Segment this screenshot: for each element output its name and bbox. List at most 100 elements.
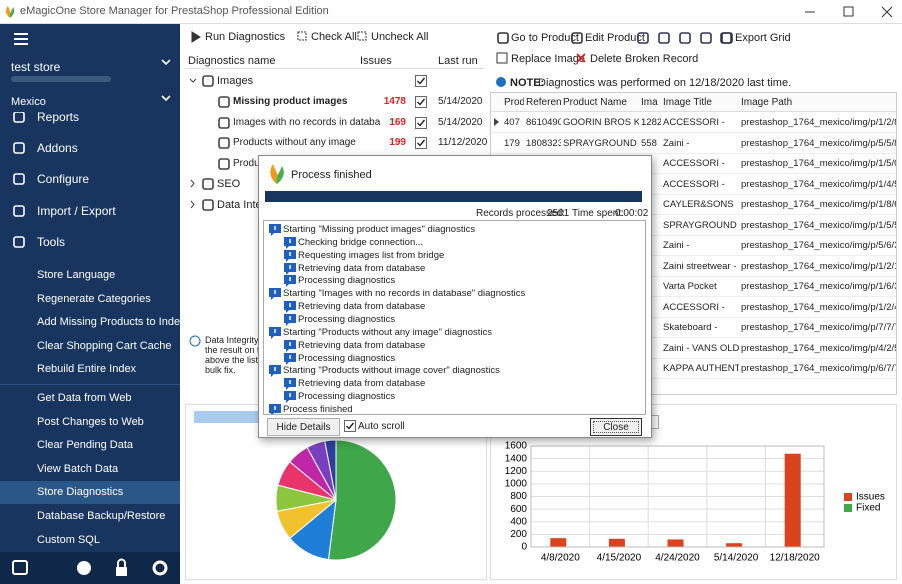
tool-item[interactable]: Get Data from Web — [0, 387, 180, 410]
menu-button[interactable] — [13, 32, 29, 46]
expander-arrow — [190, 180, 195, 188]
pie-slice — [324, 439, 337, 501]
auto-scroll-label[interactable]: Auto scroll — [358, 421, 405, 432]
row-indicator — [494, 118, 499, 126]
toolbar-button[interactable]: Delete Broken Record — [590, 53, 699, 65]
icon-shape — [637, 32, 649, 44]
icon — [658, 32, 670, 44]
hide-details-button[interactable]: Hide Details — [267, 418, 340, 436]
icon — [269, 288, 281, 301]
tool-item[interactable]: Rebuild Entire Index — [0, 358, 180, 381]
tool-item[interactable]: Add Missing Products to Index — [0, 311, 186, 334]
tool-item[interactable]: Store Diagnostics — [0, 481, 180, 505]
menu-item[interactable]: Tools — [37, 235, 66, 249]
grid-row-line — [491, 357, 896, 359]
diagnostic-name[interactable]: Missing product images — [233, 96, 348, 107]
toolbar-button[interactable]: Replace Image — [511, 53, 585, 65]
menu-item[interactable]: Import / Export — [37, 204, 116, 218]
grid-row-line — [491, 316, 896, 318]
diagnostic-name[interactable]: Products without any image — [233, 137, 356, 149]
y-tick-label: 1600 — [505, 441, 528, 452]
message-mark — [289, 341, 291, 346]
bar — [608, 538, 625, 547]
toolbar-button[interactable]: Check All — [311, 31, 357, 43]
window-controls[interactable] — [800, 4, 900, 20]
y-tick-label: 1000 — [505, 479, 528, 490]
message-mark — [289, 303, 291, 308]
icon-shape — [497, 32, 509, 44]
y-tick-label: 800 — [510, 491, 527, 502]
expander — [190, 201, 195, 209]
menu-item[interactable]: Reports — [37, 110, 80, 124]
log-line: Starting "Missing product images" diagno… — [283, 224, 476, 235]
tool-item[interactable]: Post Changes to Web — [0, 411, 180, 434]
tool-item[interactable]: Custom SQL — [0, 529, 180, 552]
title-bar: eMagicOne Store Manager for PrestaShop P… — [0, 0, 902, 24]
bar — [726, 543, 743, 547]
icon-shape — [202, 178, 214, 191]
menu-item[interactable]: Configure — [37, 172, 90, 186]
progress-bar — [265, 191, 642, 202]
icon — [269, 326, 281, 339]
group-name[interactable]: SEO — [217, 178, 241, 191]
icon-shape — [218, 157, 230, 170]
issues-count: 1478 — [383, 96, 406, 107]
grid-cell: prestashop_1764_mexico/img/p/1/4/5/8/1 — [741, 178, 896, 190]
icon — [269, 403, 281, 414]
bar — [784, 453, 801, 547]
grid-cell: 1282 — [641, 117, 661, 128]
dialog-icon — [270, 164, 284, 184]
tool-item[interactable]: View Batch Data — [0, 458, 180, 481]
grid-cell: prestashop_1764_mexico/img/p/6/7/7/67 — [741, 363, 896, 374]
tool-label: Custom SQL — [37, 533, 100, 546]
message-mark — [289, 264, 291, 269]
grid-cell: ACCESSORI - — [663, 117, 725, 128]
tool-item[interactable]: Regenerate Categories — [0, 288, 180, 311]
window-title: eMagicOne Store Manager for PrestaShop P… — [20, 5, 329, 17]
toolbar-button[interactable]: Go to Product — [511, 32, 579, 44]
icon-shape — [218, 116, 230, 129]
toolbar-button[interactable]: Edit Product — [585, 32, 645, 44]
icon — [284, 352, 296, 365]
diagnostic-name[interactable]: Images with no records in databa — [233, 116, 381, 128]
grid-cell: CAYLER&SONS — [663, 199, 734, 210]
column-header: Referen — [526, 97, 561, 108]
grid-cell: prestashop_1764_mexico/img/p/1/6/3/8/1 — [741, 281, 896, 292]
message-mark — [289, 393, 291, 398]
tool-item[interactable]: Database Backup/Restore — [0, 505, 180, 528]
checkmark — [417, 119, 426, 127]
log-line: Starting "Products without image cover" … — [283, 365, 500, 377]
tool-label: Get Data from Web — [37, 392, 132, 404]
grid-cell: Skateboard - — [663, 322, 718, 333]
diagnostic-name[interactable]: Produc — [233, 157, 265, 169]
tool-item[interactable]: Clear Shopping Cart Cache — [0, 335, 180, 358]
tool-item[interactable]: Clear Pending Data — [0, 434, 180, 457]
records-label: Records processed: — [476, 208, 565, 219]
icon-shape — [218, 137, 230, 149]
icon-shape — [13, 205, 25, 217]
group-name[interactable]: Images — [217, 75, 254, 87]
icon — [202, 75, 214, 87]
icon-shape — [571, 32, 583, 44]
toolbar-button[interactable]: Export Grid — [735, 32, 791, 44]
log-line: Processing diagnostics — [298, 391, 396, 403]
chevron — [161, 95, 171, 102]
tool-item[interactable]: Store Language — [0, 264, 180, 287]
info-text: the result on t — [205, 345, 260, 355]
message-mark — [274, 328, 276, 333]
menu-item[interactable]: Addons — [37, 141, 78, 155]
toolbar-button[interactable]: Run Diagnostics — [205, 31, 286, 43]
toolbar-button[interactable]: Uncheck All — [371, 31, 429, 43]
language-bar — [0, 90, 180, 112]
tool-label: Add Missing Products to Index — [37, 316, 186, 329]
icon-shape — [218, 96, 230, 108]
icon — [284, 378, 296, 391]
grid-cell: prestashop_1764_mexico/img/p/5/5/8/55 — [741, 137, 896, 149]
footer-icons[interactable] — [0, 552, 180, 584]
close-button[interactable]: Close — [590, 418, 642, 436]
grid-cell: ACCESSORI - — [663, 178, 725, 190]
log-line: Starting "Products without any image" di… — [283, 326, 492, 338]
icon-shape — [496, 52, 508, 64]
expander — [189, 78, 197, 83]
